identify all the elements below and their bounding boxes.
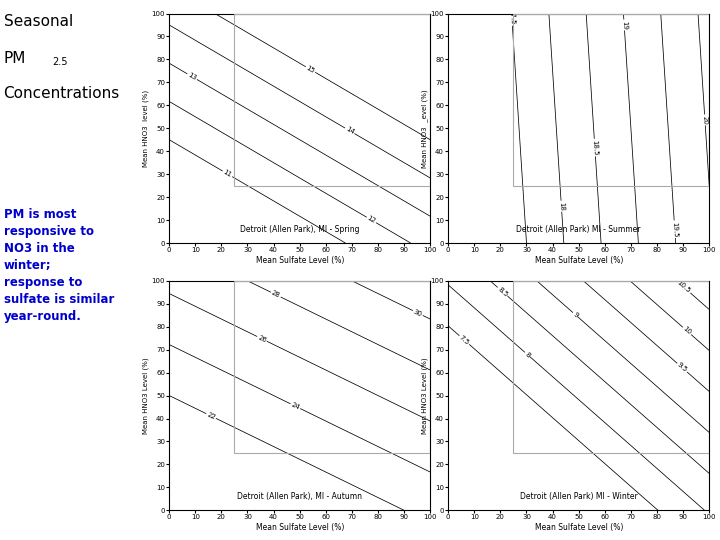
Text: PM is most
responsive to
NO3 in the
winter;
response to
sulfate is similar
year-: PM is most responsive to NO3 in the wint… bbox=[4, 208, 114, 323]
X-axis label: Mean Sulfate Level (%): Mean Sulfate Level (%) bbox=[256, 256, 344, 265]
Text: 26: 26 bbox=[257, 334, 267, 343]
Text: 15: 15 bbox=[305, 65, 316, 75]
Text: 14: 14 bbox=[344, 126, 355, 136]
Text: 11: 11 bbox=[222, 169, 233, 179]
Text: 9: 9 bbox=[572, 311, 579, 319]
Text: Detroit (Allen Park), MI - Spring: Detroit (Allen Park), MI - Spring bbox=[240, 225, 359, 234]
X-axis label: Mean Sulfate Level (%): Mean Sulfate Level (%) bbox=[534, 256, 623, 265]
Y-axis label: Mean HNO3  _evel (%): Mean HNO3 _evel (%) bbox=[421, 89, 428, 167]
Text: 9.5: 9.5 bbox=[676, 362, 688, 374]
Text: PM: PM bbox=[4, 51, 26, 66]
Text: Seasonal: Seasonal bbox=[4, 14, 73, 29]
Text: 10: 10 bbox=[682, 326, 693, 336]
Text: 13: 13 bbox=[186, 72, 197, 82]
Text: 18.5: 18.5 bbox=[591, 139, 598, 156]
Text: 18: 18 bbox=[558, 201, 564, 211]
Text: 8.5: 8.5 bbox=[496, 286, 509, 298]
Text: 19.5: 19.5 bbox=[671, 221, 678, 237]
Y-axis label: Mean HNO3  level (%): Mean HNO3 level (%) bbox=[143, 90, 149, 167]
Text: 7.5: 7.5 bbox=[458, 334, 470, 346]
Text: Detroit (Allen Park), MI - Autumn: Detroit (Allen Park), MI - Autumn bbox=[237, 492, 362, 501]
Text: 22: 22 bbox=[206, 411, 216, 421]
Text: 10.5: 10.5 bbox=[676, 280, 692, 294]
Text: 2.5: 2.5 bbox=[53, 57, 68, 67]
Y-axis label: Mean HNO3 Level (%): Mean HNO3 Level (%) bbox=[421, 357, 428, 434]
X-axis label: Mean Sulfate Level (%): Mean Sulfate Level (%) bbox=[256, 523, 344, 532]
Text: 28: 28 bbox=[271, 290, 281, 299]
Y-axis label: Mean HNO3 Level (%): Mean HNO3 Level (%) bbox=[143, 357, 149, 434]
Text: 12: 12 bbox=[366, 215, 377, 225]
Text: 8: 8 bbox=[523, 351, 531, 358]
Text: 20: 20 bbox=[702, 115, 708, 125]
Text: Detroit (Allen Park) MI - Winter: Detroit (Allen Park) MI - Winter bbox=[520, 492, 638, 501]
Text: Concentrations: Concentrations bbox=[4, 86, 120, 102]
Text: 17.5: 17.5 bbox=[508, 9, 516, 25]
X-axis label: Mean Sulfate Level (%): Mean Sulfate Level (%) bbox=[534, 523, 623, 532]
Text: Detroit (Allen Park) MI - Summer: Detroit (Allen Park) MI - Summer bbox=[516, 225, 641, 234]
Text: 30: 30 bbox=[413, 308, 423, 318]
Text: 24: 24 bbox=[290, 402, 301, 411]
Text: 19: 19 bbox=[621, 21, 627, 30]
